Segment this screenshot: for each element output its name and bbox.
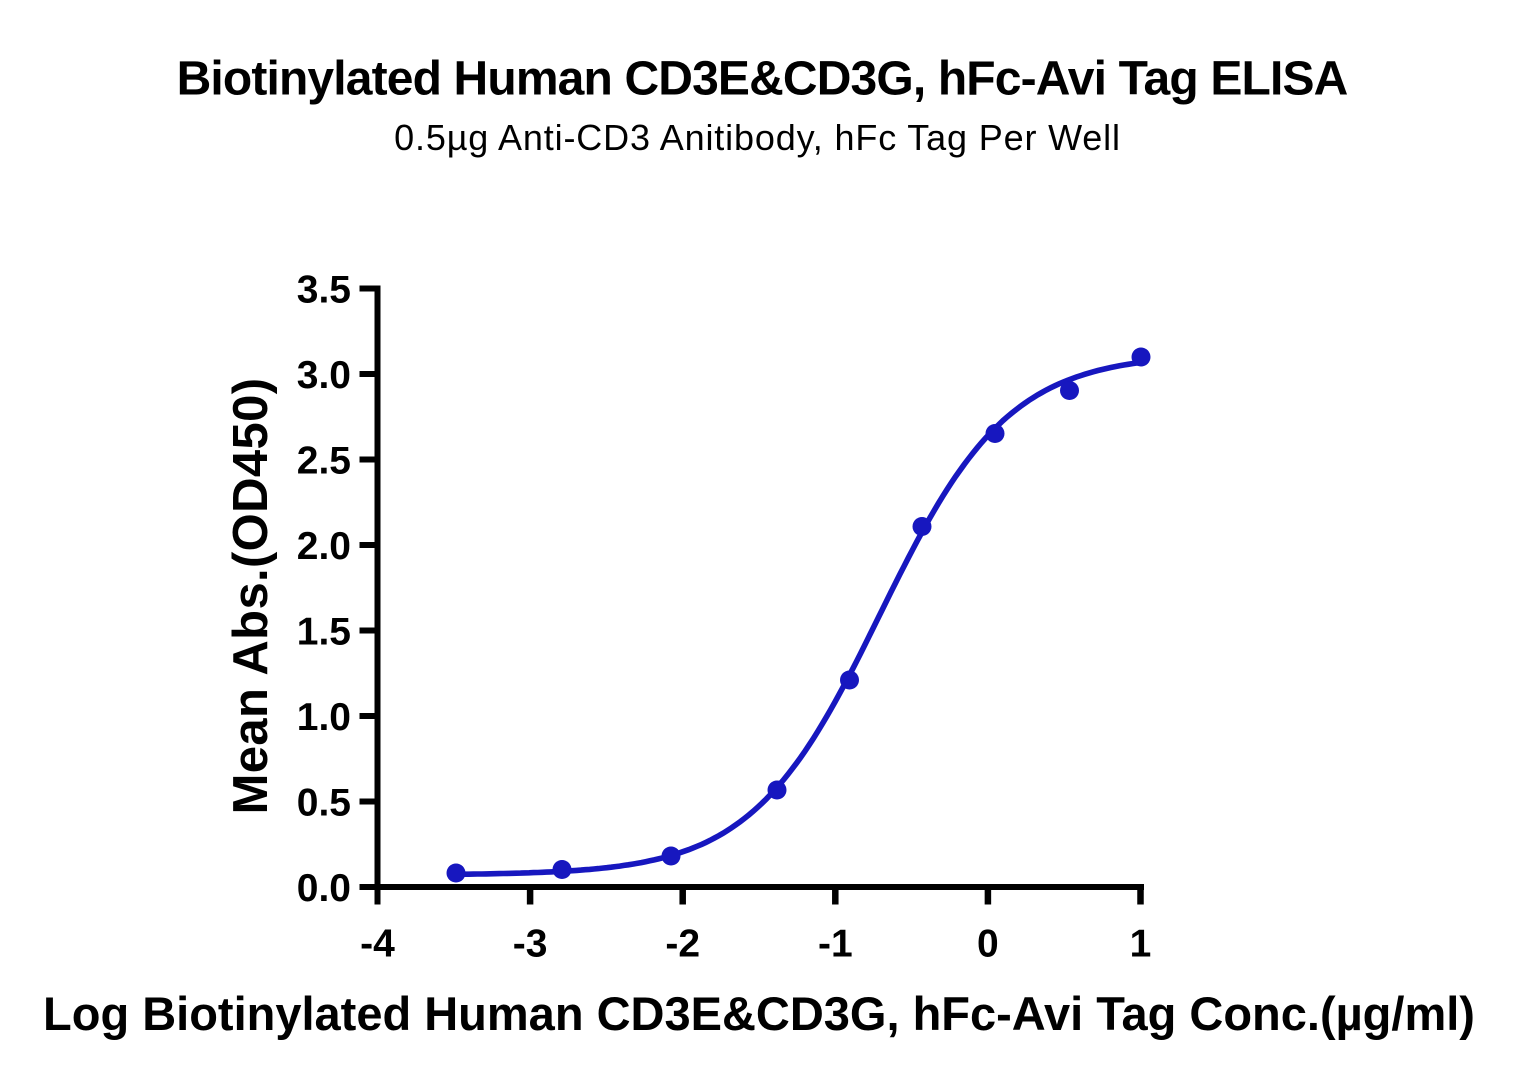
svg-text:0.0: 0.0 <box>297 867 351 910</box>
svg-text:Biotinylated Human CD3E&CD3G,: Biotinylated Human CD3E&CD3G, hFc-Avi Ta… <box>177 53 1348 106</box>
svg-text:0.5µg Anti-CD3 Anitibody, hFc: 0.5µg Anti-CD3 Anitibody, hFc Tag Per We… <box>394 117 1121 158</box>
svg-text:1: 1 <box>1130 923 1152 966</box>
svg-text:Mean Abs.(OD450): Mean Abs.(OD450) <box>224 378 278 815</box>
svg-text:0: 0 <box>977 923 999 966</box>
svg-text:-2: -2 <box>665 923 700 966</box>
svg-text:3.0: 3.0 <box>297 354 351 397</box>
svg-text:-1: -1 <box>818 923 853 966</box>
svg-text:-4: -4 <box>360 923 395 966</box>
svg-text:1.5: 1.5 <box>297 611 351 654</box>
svg-text:2.5: 2.5 <box>297 440 351 483</box>
svg-text:3.5: 3.5 <box>297 269 351 312</box>
svg-text:1.0: 1.0 <box>297 696 351 739</box>
svg-text:Log Biotinylated Human CD3E&CD: Log Biotinylated Human CD3E&CD3G, hFc-Av… <box>43 987 1475 1040</box>
svg-text:-3: -3 <box>513 923 548 966</box>
svg-text:2.0: 2.0 <box>297 525 351 568</box>
svg-text:0.5: 0.5 <box>297 782 351 825</box>
